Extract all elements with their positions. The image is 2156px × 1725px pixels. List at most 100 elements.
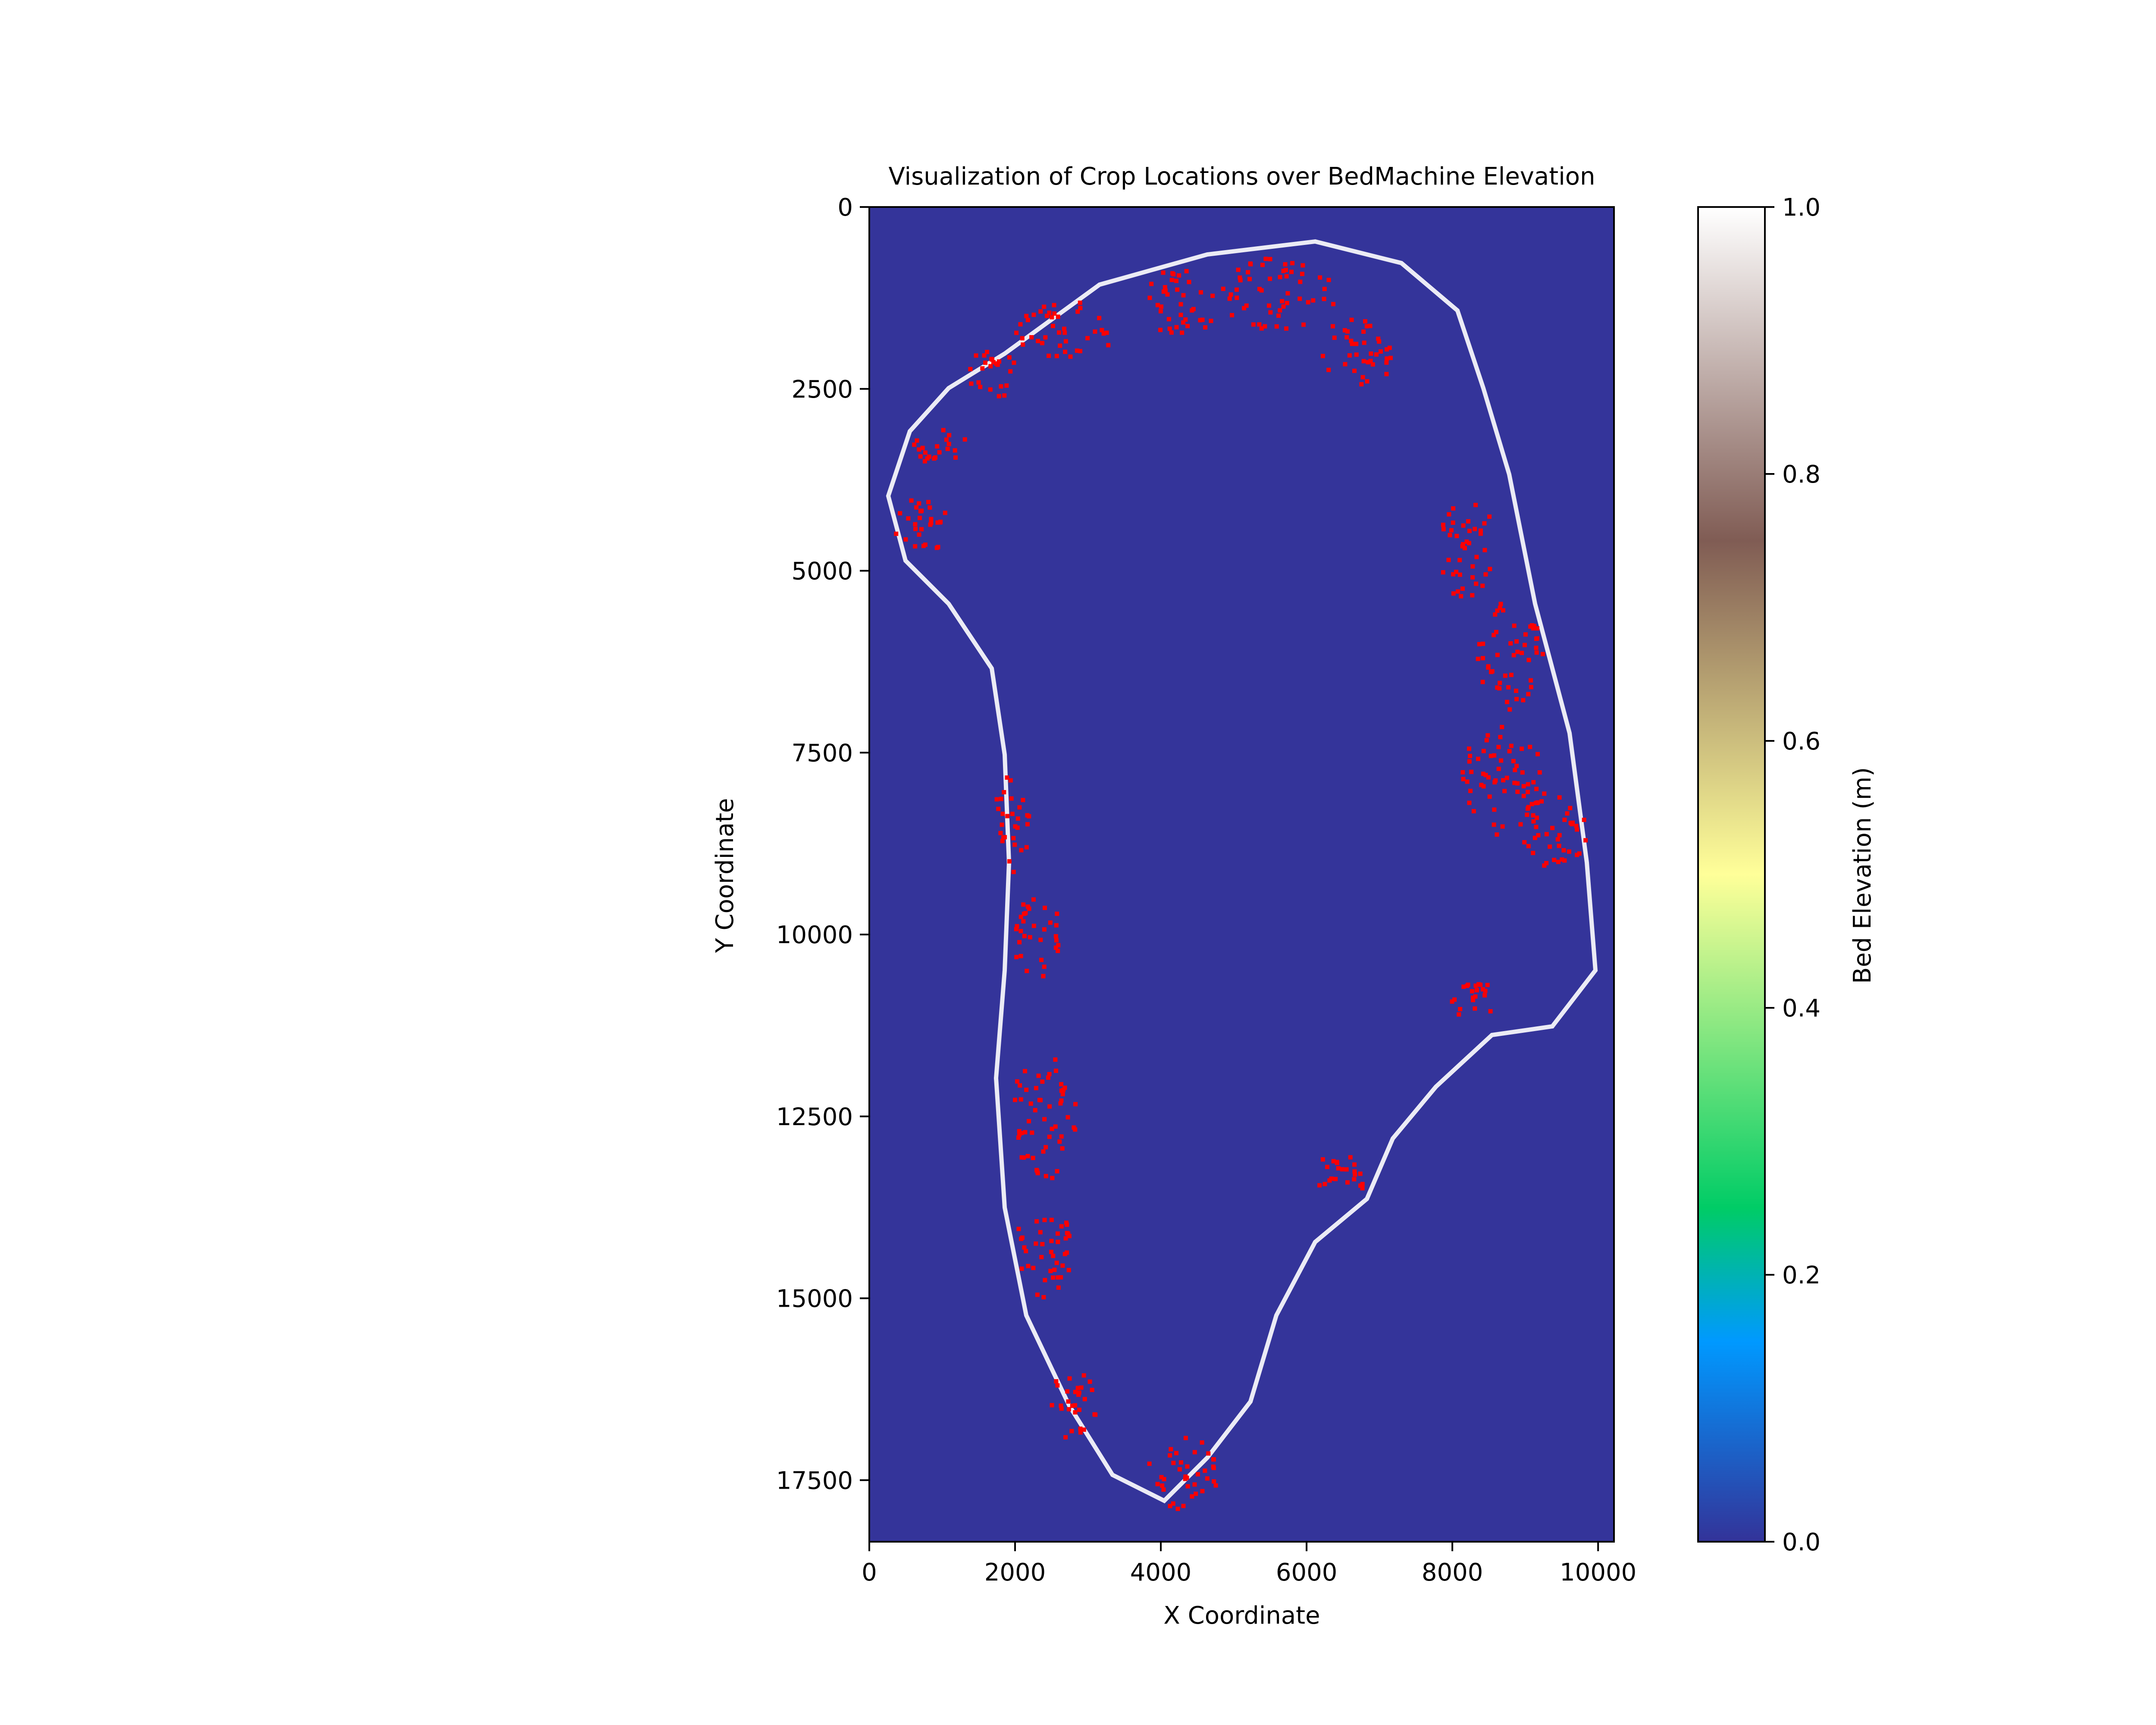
x-tick-label: 2000 (984, 1559, 1046, 1587)
crop-marker (1178, 1460, 1183, 1465)
crop-marker (982, 353, 987, 358)
crop-marker (1025, 1154, 1030, 1158)
crop-marker (1174, 1451, 1179, 1455)
crop-marker (1097, 316, 1102, 320)
crop-marker (934, 546, 939, 550)
crop-marker (1257, 322, 1262, 327)
crop-marker (1492, 633, 1496, 637)
crop-marker (1078, 300, 1082, 305)
crop-marker (1463, 546, 1467, 551)
crop-marker (1075, 309, 1080, 314)
crop-marker (1185, 324, 1190, 329)
x-tick-label: 10000 (1560, 1559, 1636, 1587)
crop-marker (1488, 1009, 1493, 1014)
crop-marker (1512, 623, 1517, 628)
crop-marker (1053, 1068, 1058, 1073)
crop-marker (1025, 904, 1030, 909)
crop-marker (1057, 330, 1062, 335)
crop-marker (935, 520, 940, 525)
crop-marker (976, 380, 981, 385)
crop-marker (1041, 974, 1046, 979)
crop-marker (1540, 652, 1545, 656)
crop-marker (1066, 1399, 1071, 1404)
crop-marker (1560, 857, 1564, 862)
crop-marker (1335, 1160, 1339, 1164)
crop-marker (1358, 1183, 1363, 1188)
crop-marker (1478, 531, 1483, 536)
crop-marker (1065, 1222, 1069, 1227)
crop-marker (1081, 1373, 1086, 1378)
crop-marker (1369, 351, 1373, 356)
ice-sheet-outline (886, 239, 1598, 1504)
crop-marker (1016, 1226, 1021, 1231)
crop-marker (1557, 844, 1561, 848)
crop-marker (1236, 267, 1241, 272)
crop-marker (1385, 356, 1389, 361)
crop-marker (1181, 293, 1186, 298)
crop-marker (894, 531, 899, 536)
crop-marker (1461, 777, 1466, 781)
crop-marker (1159, 304, 1164, 309)
crop-marker (1460, 770, 1465, 775)
crop-marker (1471, 995, 1476, 1000)
crop-marker (1477, 642, 1482, 646)
crop-marker (1387, 345, 1392, 350)
crop-marker (1060, 1263, 1065, 1268)
crop-marker (1181, 320, 1186, 325)
crop-marker (1512, 781, 1517, 785)
crop-marker (1075, 348, 1079, 353)
crop-marker (1031, 312, 1036, 317)
crop-marker (1283, 262, 1288, 267)
crop-marker (1019, 1155, 1024, 1160)
crop-marker (1575, 853, 1579, 857)
crop-marker (917, 532, 921, 537)
crop-marker (988, 364, 993, 369)
crop-marker (1376, 336, 1381, 341)
crop-marker (1457, 558, 1462, 562)
crop-marker (1515, 790, 1520, 794)
crop-marker (1364, 324, 1369, 329)
crop-marker (1065, 1389, 1070, 1394)
crop-marker (1042, 964, 1047, 969)
crop-marker (1326, 367, 1331, 372)
crop-marker (1043, 1278, 1047, 1283)
crop-marker (1526, 790, 1530, 794)
crop-marker (1534, 825, 1539, 829)
crop-marker (999, 797, 1003, 801)
crop-marker (1567, 849, 1571, 854)
crop-marker (1503, 673, 1507, 678)
crop-marker (1481, 772, 1485, 776)
crop-marker (1565, 811, 1570, 816)
crop-marker (1025, 318, 1030, 323)
crop-marker (1473, 994, 1478, 999)
crop-marker (1268, 276, 1272, 281)
crop-marker (1583, 838, 1588, 843)
crop-marker (1168, 1504, 1172, 1509)
crop-marker (1366, 360, 1370, 364)
crop-marker (1535, 636, 1539, 641)
crop-marker (1471, 997, 1476, 1002)
crop-marker (1535, 626, 1539, 631)
crop-marker (1450, 999, 1454, 1004)
crop-marker (1013, 824, 1018, 829)
crop-marker (923, 543, 928, 547)
crop-marker (1063, 339, 1068, 344)
crop-marker (1331, 302, 1336, 307)
y-axis-label: Y Coordinate (711, 798, 739, 953)
crop-marker (1054, 354, 1059, 358)
crop-marker (1012, 361, 1016, 365)
crop-marker (1059, 1224, 1064, 1229)
crop-marker (1322, 287, 1327, 292)
crop-marker (1041, 1295, 1046, 1300)
crop-marker (1177, 1467, 1182, 1472)
crop-marker (1012, 842, 1017, 847)
crop-marker (1531, 813, 1536, 818)
crop-marker (1018, 953, 1023, 958)
crop-marker (1055, 911, 1059, 916)
crop-marker (1266, 303, 1271, 308)
crop-marker (1056, 949, 1060, 953)
crop-marker (1482, 548, 1487, 552)
crop-marker (944, 437, 949, 442)
colorbar-tick-label: 0.0 (1782, 1528, 1821, 1556)
crop-marker (1329, 1176, 1334, 1181)
